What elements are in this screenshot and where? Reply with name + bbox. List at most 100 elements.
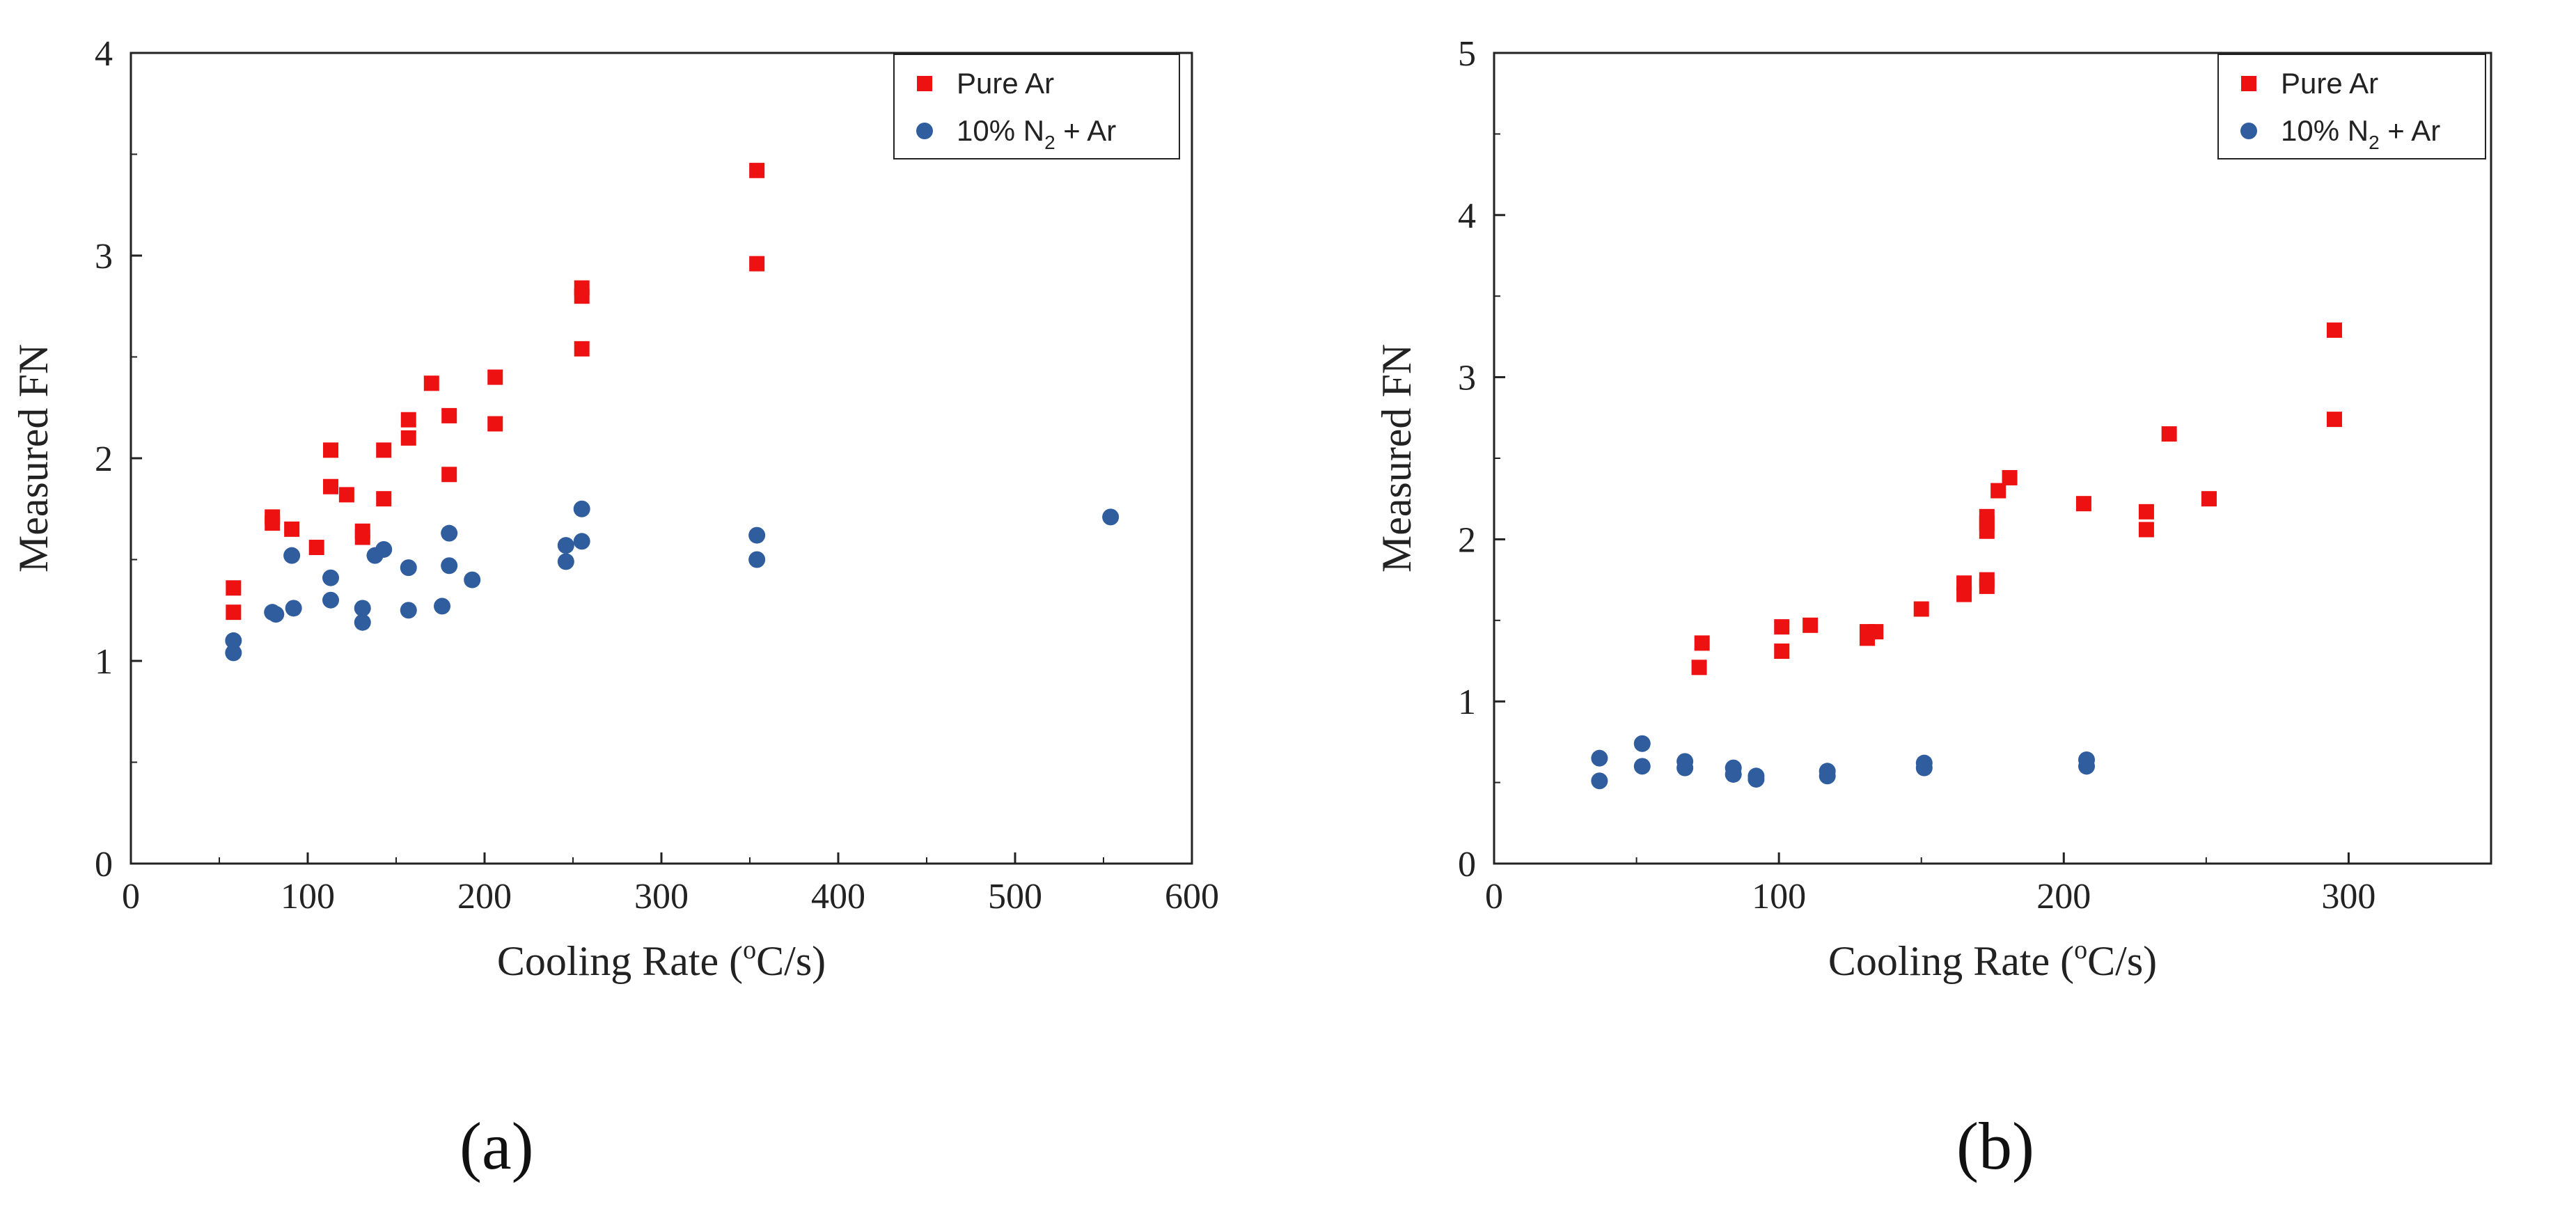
pure-ar-point	[354, 529, 370, 545]
n2-ar-point	[1915, 759, 1933, 777]
legend-marker-pure-ar	[2241, 76, 2256, 91]
n2-ar-point	[434, 598, 451, 615]
pure-ar-point	[265, 515, 281, 531]
legend-label-pure-ar: Pure Ar	[2281, 67, 2378, 100]
n2-ar-point	[557, 553, 574, 570]
n2-ar-point	[1725, 765, 1742, 783]
pure-ar-point	[323, 478, 339, 494]
legend-label-n2-ar: 10% N2 + Ar	[957, 114, 1116, 153]
n2-ar-point	[267, 606, 285, 623]
chart-panel-b: 0 100 200 300 0 1 2 3 4 5 Cooling Rate (oC/s) Measu…	[1374, 34, 2492, 984]
n2-ar-point	[354, 614, 371, 631]
y-axis-label: Measured FN	[1374, 344, 1420, 572]
pure-ar-point	[226, 580, 242, 596]
pure-ar-point	[2075, 496, 2091, 512]
y-tick-label: 3	[1458, 359, 1476, 398]
n2-ar-point	[441, 524, 458, 542]
n2-ar-point	[322, 591, 340, 609]
pure-ar-point	[2138, 522, 2154, 538]
y-tick-label: 1	[95, 642, 113, 682]
n2-ar-point	[400, 559, 417, 577]
pure-ar-point	[1913, 601, 1929, 617]
n2-ar-point	[748, 551, 766, 568]
n2-ar-point	[1819, 767, 1836, 785]
pure-ar-point	[2326, 412, 2342, 428]
n2-ar-point	[1633, 758, 1651, 775]
pure-ar-point	[1868, 624, 1884, 640]
pure-ar-point	[2161, 426, 2177, 442]
pure-ar-point	[1956, 586, 1972, 602]
pure-ar-point	[1979, 523, 1995, 539]
x-tick-label: 600	[1165, 877, 1219, 916]
pure-ar-point	[376, 442, 392, 458]
n2-ar-point	[573, 500, 590, 517]
x-tick-label: 200	[2036, 877, 2091, 916]
y-tick-label: 2	[95, 439, 113, 479]
pure-ar-point	[574, 341, 590, 357]
pure-ar-point	[226, 604, 242, 621]
pure-ar-point	[323, 442, 339, 458]
pure-ar-point	[2326, 322, 2342, 338]
y-tick-label: 5	[1458, 34, 1476, 74]
pure-ar-point	[487, 416, 503, 432]
pure-ar-point	[338, 487, 354, 503]
n2-ar-point	[375, 540, 393, 558]
n2-ar-point	[1633, 735, 1651, 752]
pure-ar-point	[400, 430, 416, 446]
x-axis-label: Cooling Rate (oC/s)	[497, 935, 826, 984]
pure-ar-point	[284, 521, 300, 537]
n2-ar-point	[748, 526, 766, 544]
n2-ar-point	[285, 600, 302, 617]
n2-ar-point	[225, 632, 242, 649]
pure-ar-point	[1774, 619, 1790, 635]
chart-panel-a: 0 100 200 300 400 500 600 0 1 2 3 4 Cooling Rate (oC…	[10, 34, 1219, 984]
pure-ar-point	[2201, 491, 2217, 507]
n2-ar-point	[1102, 508, 1120, 526]
pure-ar-point	[1691, 660, 1707, 676]
x-tick-label: 300	[2321, 877, 2375, 916]
pure-ar-point	[749, 256, 765, 272]
n2-ar-point	[1748, 770, 1765, 788]
n2-ar-point	[400, 602, 417, 619]
pure-ar-point	[487, 369, 503, 385]
x-tick-label: 200	[457, 877, 512, 916]
x-tick-label: 100	[1752, 877, 1806, 916]
pure-ar-point	[2002, 469, 2018, 485]
legend-marker-pure-ar	[917, 76, 932, 91]
pure-ar-point	[308, 540, 324, 556]
pure-ar-point	[376, 491, 392, 507]
x-tick-label: 300	[634, 877, 689, 916]
y-tick-label: 0	[95, 845, 113, 884]
pure-ar-point	[749, 162, 765, 178]
n2-ar-point	[464, 571, 481, 588]
x-tick-label: 500	[988, 877, 1042, 916]
pure-ar-point	[441, 407, 457, 423]
pure-ar-point	[2138, 504, 2154, 520]
x-tick-label: 0	[122, 877, 140, 916]
n2-ar-point	[2078, 758, 2096, 775]
pure-ar-point	[574, 288, 590, 304]
legend-box	[893, 54, 1180, 159]
pure-ar-point	[400, 412, 416, 428]
y-tick-label: 4	[95, 34, 113, 74]
y-tick-label: 2	[1458, 520, 1476, 560]
y-tick-label: 3	[95, 237, 113, 276]
panel-label-a: (a)	[460, 1109, 534, 1183]
n2-ar-point	[573, 533, 590, 550]
x-tick-label: 400	[811, 877, 865, 916]
pure-ar-point	[423, 375, 439, 391]
n2-ar-point	[283, 547, 301, 564]
y-tick-label: 4	[1458, 196, 1476, 236]
pure-ar-point	[1990, 483, 2006, 499]
n2-ar-point	[1591, 772, 1608, 790]
legend-box	[2217, 54, 2486, 159]
x-tick-label: 0	[1485, 877, 1503, 916]
pure-ar-point	[1803, 617, 1819, 633]
x-tick-label: 100	[281, 877, 335, 916]
plot-frame	[129, 52, 1193, 865]
legend-label-pure-ar: Pure Ar	[957, 67, 1054, 100]
y-tick-label: 1	[1458, 682, 1476, 722]
panel-label-b: (b)	[1956, 1109, 2034, 1183]
n2-ar-point	[354, 600, 371, 617]
